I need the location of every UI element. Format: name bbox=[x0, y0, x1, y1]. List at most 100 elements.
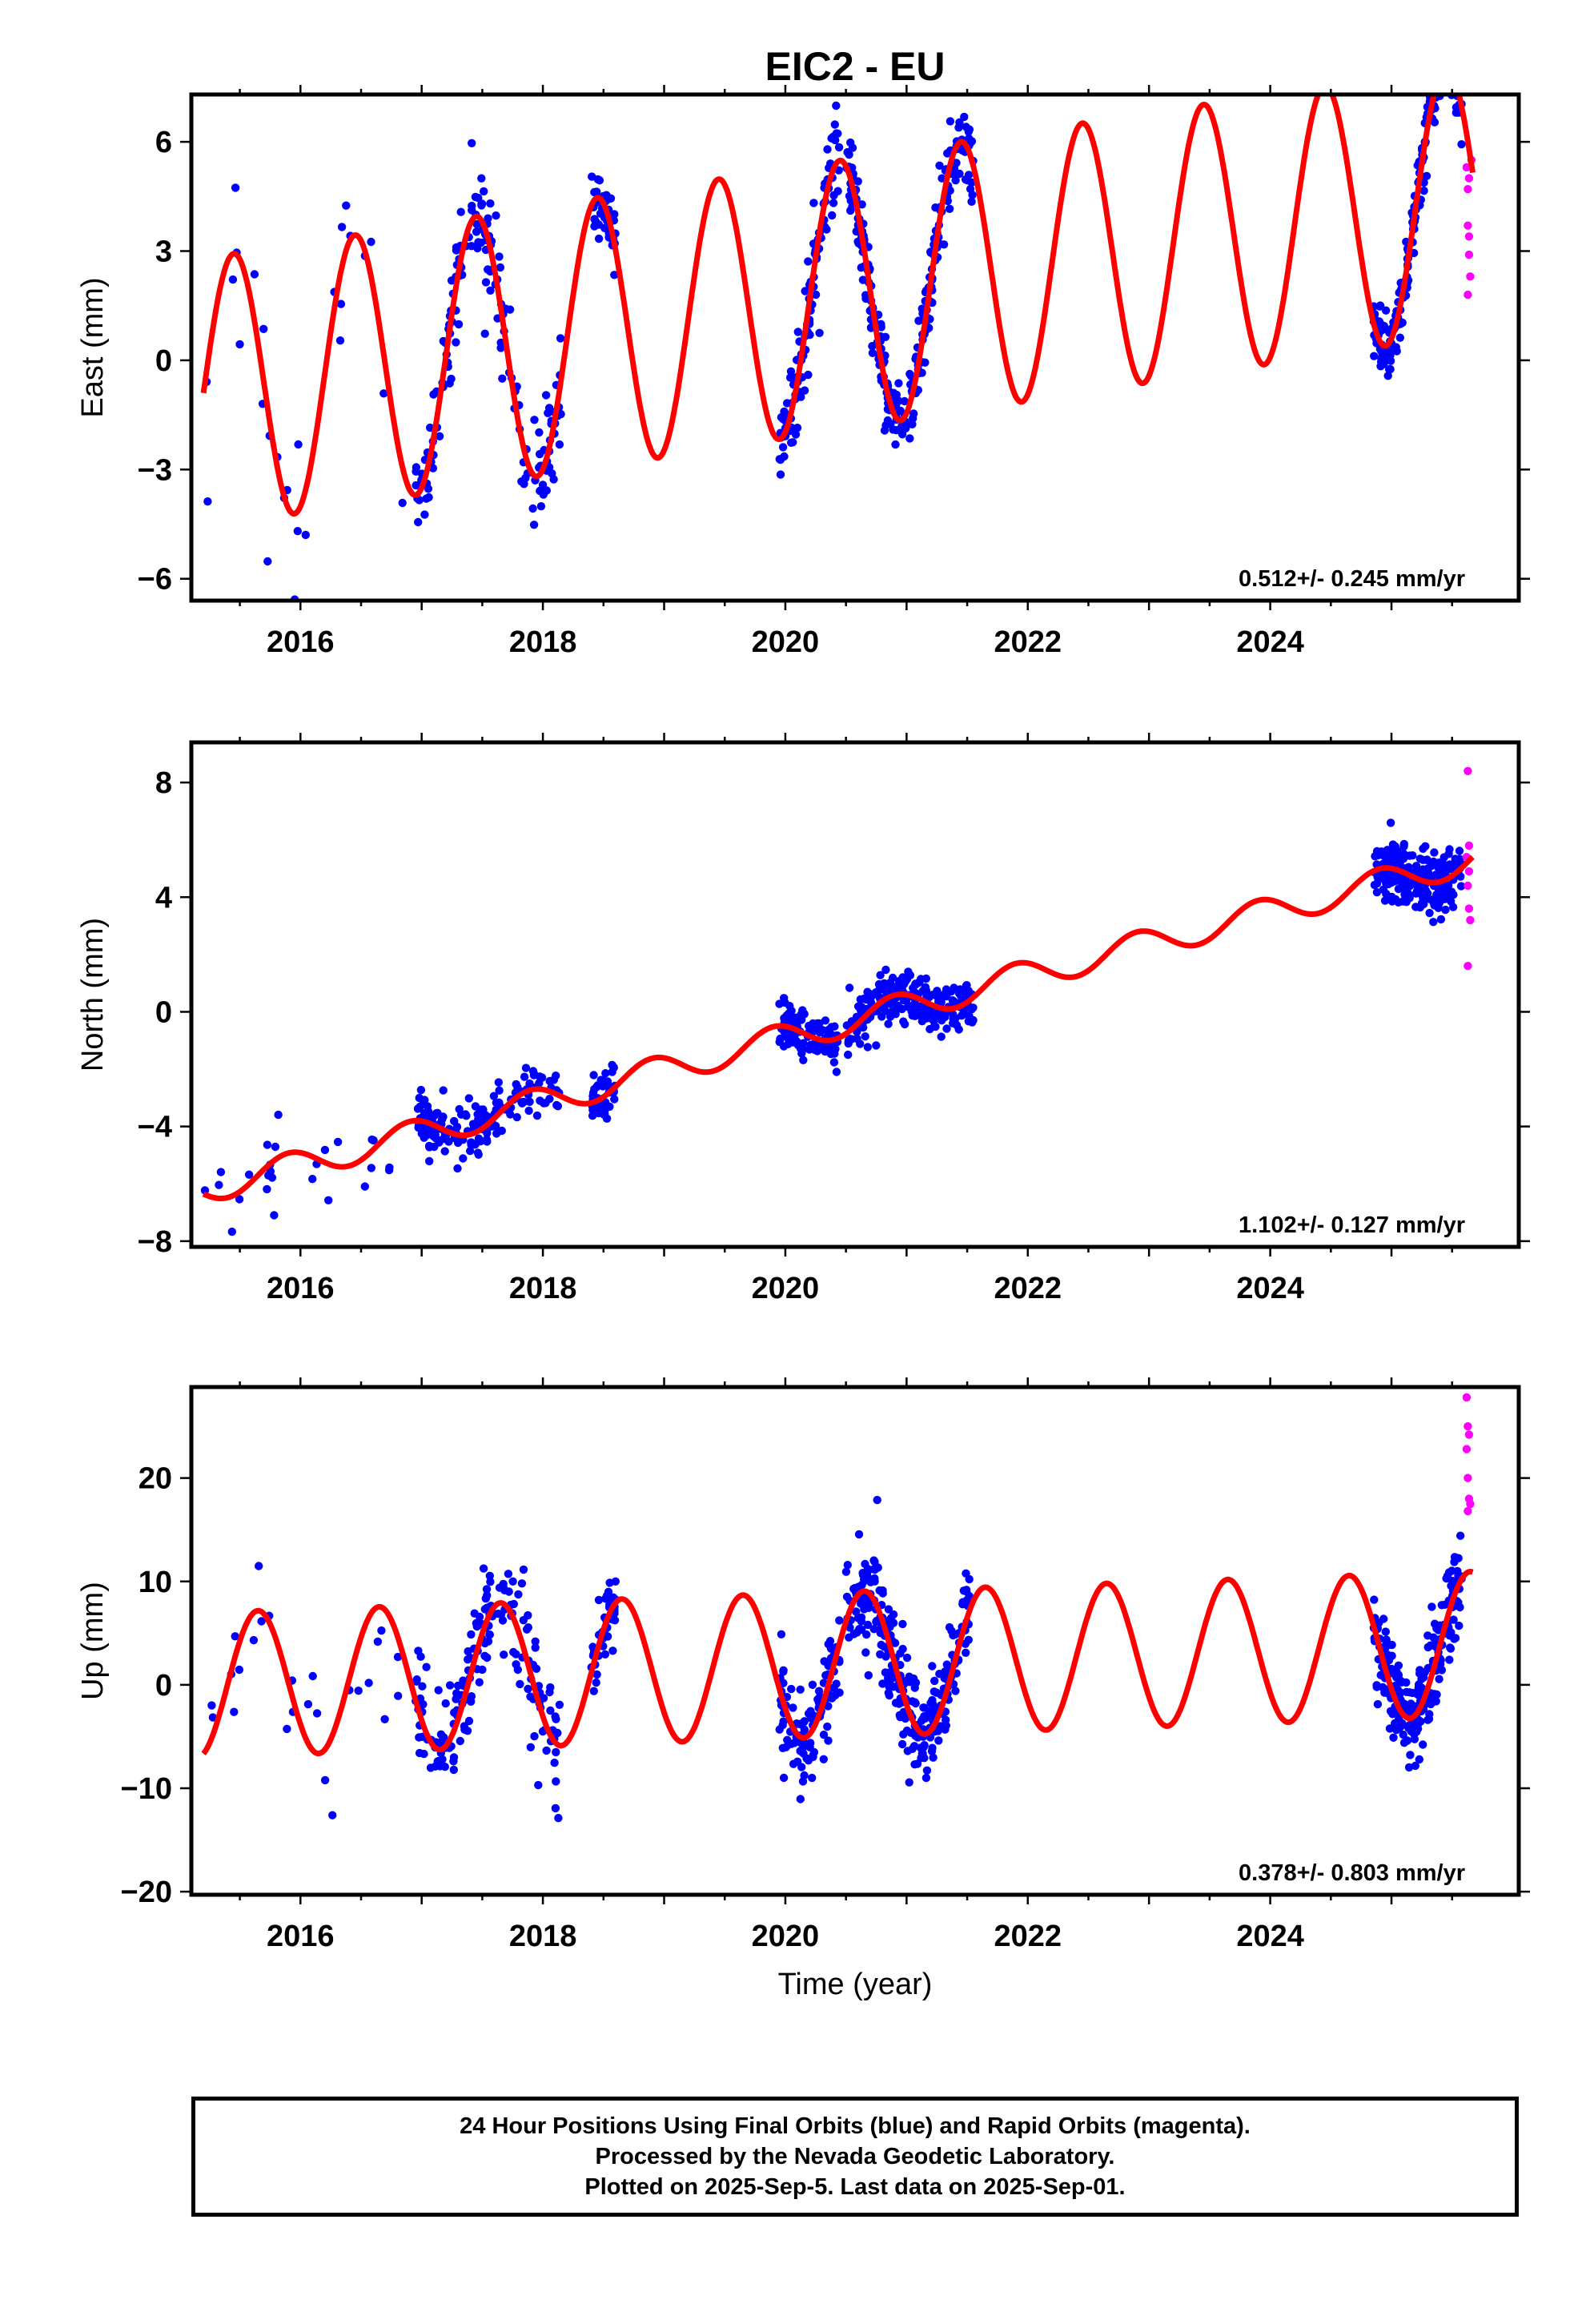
data-point bbox=[1456, 882, 1466, 891]
plot-area bbox=[200, 46, 1476, 601]
data-point bbox=[1419, 1740, 1427, 1749]
data-point bbox=[416, 1085, 426, 1095]
rapid-data-point bbox=[1464, 841, 1474, 850]
chart-panel-3: 2016 2018 2020 2022 2024 −20 −10 0 10 20 Up (mm) 0.… bbox=[76, 1377, 1530, 2001]
data-point bbox=[431, 1762, 440, 1771]
data-point bbox=[303, 1699, 313, 1709]
data-point bbox=[512, 1112, 521, 1122]
data-point bbox=[874, 986, 884, 995]
data-point bbox=[497, 1126, 506, 1136]
rapid-data-point bbox=[1466, 1499, 1475, 1509]
data-point bbox=[910, 1698, 919, 1707]
data-point bbox=[896, 406, 905, 416]
data-point bbox=[452, 1123, 462, 1132]
data-point bbox=[1448, 903, 1458, 911]
data-point bbox=[1456, 1531, 1465, 1540]
data-point bbox=[480, 1605, 489, 1614]
data-point bbox=[928, 1711, 937, 1720]
data-point bbox=[467, 1630, 476, 1639]
data-point bbox=[1448, 46, 1456, 54]
data-point bbox=[460, 1725, 469, 1734]
data-point bbox=[782, 1011, 791, 1020]
data-point bbox=[549, 475, 558, 484]
data-point bbox=[830, 120, 840, 129]
data-point bbox=[1451, 1634, 1460, 1642]
data-point bbox=[884, 1605, 893, 1614]
data-point bbox=[858, 1023, 868, 1032]
data-point bbox=[1414, 868, 1423, 878]
data-point bbox=[535, 428, 544, 437]
y-tick-label: 8 bbox=[155, 766, 172, 800]
data-point bbox=[876, 1628, 885, 1638]
data-point bbox=[857, 1613, 866, 1622]
data-point bbox=[950, 997, 958, 1006]
data-point bbox=[590, 187, 599, 197]
data-point bbox=[552, 1777, 560, 1786]
rapid-data-point bbox=[1464, 250, 1474, 259]
data-point bbox=[1439, 51, 1447, 59]
data-point bbox=[1411, 903, 1420, 911]
data-point bbox=[604, 1587, 613, 1597]
data-point bbox=[552, 1100, 561, 1110]
data-point bbox=[588, 1092, 597, 1100]
data-point bbox=[534, 1780, 543, 1790]
data-point bbox=[900, 979, 909, 989]
data-point bbox=[1397, 877, 1406, 886]
data-point bbox=[1387, 897, 1397, 906]
data-point bbox=[308, 1671, 317, 1681]
data-point bbox=[606, 194, 616, 203]
data-point bbox=[257, 1617, 266, 1626]
data-point bbox=[521, 1063, 531, 1072]
data-point bbox=[942, 1660, 952, 1669]
data-point bbox=[1442, 1574, 1451, 1583]
data-point bbox=[440, 1147, 449, 1156]
data-point bbox=[878, 1679, 887, 1688]
data-point bbox=[541, 391, 551, 400]
data-point bbox=[785, 1002, 794, 1011]
data-point bbox=[274, 1110, 283, 1120]
y-tick-label: 0 bbox=[155, 1669, 172, 1703]
data-point bbox=[1406, 1751, 1415, 1759]
data-point bbox=[939, 240, 949, 249]
data-point bbox=[519, 1616, 528, 1625]
data-point bbox=[789, 1703, 797, 1712]
data-point bbox=[1441, 905, 1450, 915]
data-point bbox=[1442, 52, 1450, 60]
data-point bbox=[1438, 66, 1446, 74]
x-tick-label: 2016 bbox=[267, 625, 335, 659]
data-point bbox=[954, 123, 963, 132]
chart-panel-1: 2016 2018 2020 2022 2024 −6 −3 0 3 6 East (mm) 0.51… bbox=[76, 44, 1530, 659]
data-point bbox=[452, 338, 460, 347]
data-point bbox=[864, 1671, 873, 1680]
data-point bbox=[905, 434, 914, 443]
y-tick-label: 4 bbox=[155, 881, 172, 915]
data-point bbox=[1427, 1602, 1436, 1611]
data-point bbox=[809, 1752, 817, 1762]
data-point bbox=[294, 440, 303, 449]
data-point bbox=[1407, 1727, 1416, 1736]
data-point bbox=[420, 1133, 428, 1142]
data-point bbox=[1441, 72, 1449, 80]
data-point bbox=[876, 971, 885, 979]
data-point bbox=[831, 135, 840, 145]
data-point bbox=[824, 1702, 833, 1711]
data-point bbox=[1427, 68, 1435, 76]
data-point bbox=[462, 1112, 471, 1120]
data-point bbox=[263, 1140, 272, 1149]
data-point bbox=[910, 1683, 919, 1692]
data-point bbox=[594, 1595, 604, 1605]
data-point bbox=[526, 1743, 535, 1751]
data-point bbox=[228, 275, 238, 284]
data-point bbox=[432, 1134, 440, 1143]
data-point bbox=[554, 1814, 563, 1823]
rapid-data-point bbox=[1464, 1421, 1472, 1431]
data-point bbox=[484, 1637, 493, 1646]
data-point bbox=[454, 320, 464, 329]
data-point bbox=[881, 965, 890, 975]
data-point bbox=[891, 1000, 901, 1010]
data-point bbox=[828, 211, 837, 220]
data-point bbox=[342, 201, 351, 210]
data-point bbox=[860, 1576, 869, 1586]
data-point bbox=[809, 1019, 817, 1028]
data-point bbox=[1440, 54, 1448, 62]
